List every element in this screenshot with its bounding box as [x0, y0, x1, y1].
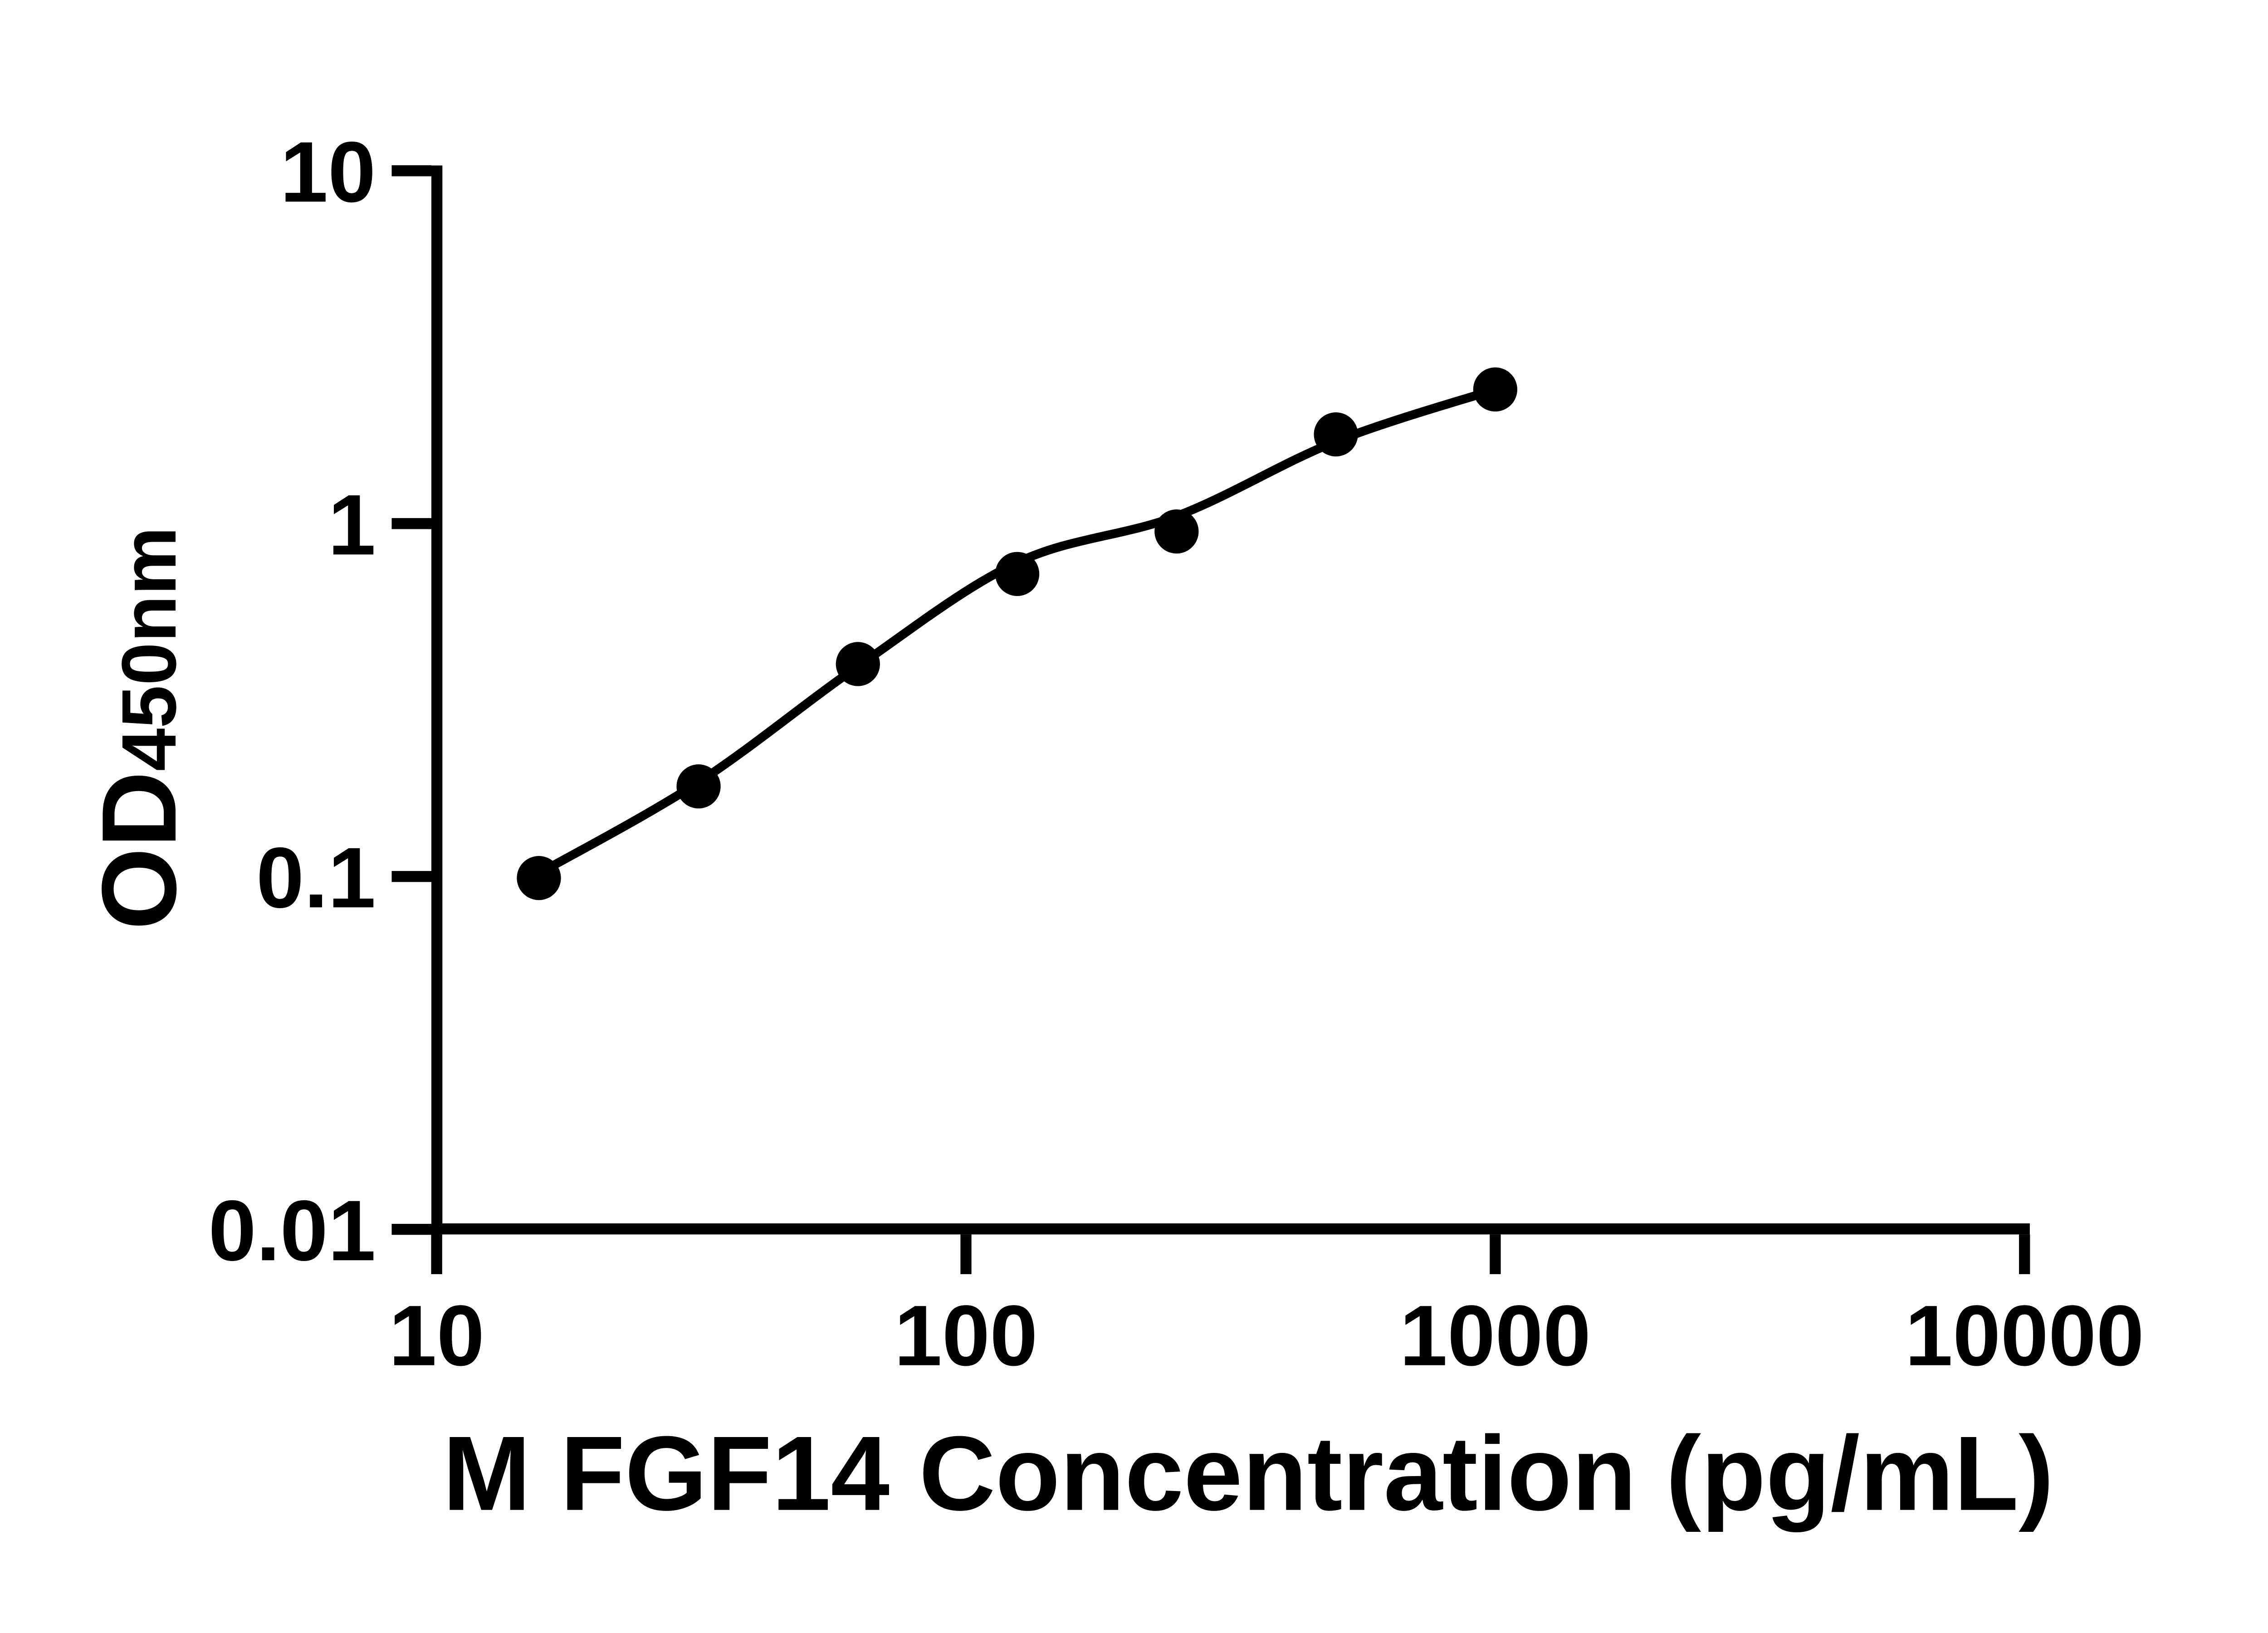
data-point	[676, 764, 721, 809]
y-tick-label: 0.01	[208, 1183, 376, 1279]
x-tick-label: 10000	[1905, 1288, 2144, 1384]
x-axis: 10 100 1000 10000	[389, 1223, 2144, 1384]
y-tick-label: 10	[280, 124, 376, 220]
x-axis-title: M FGF14 Concentration (pg/mL)	[443, 1415, 2054, 1533]
data-point	[1473, 367, 1518, 412]
data-series	[517, 367, 1518, 900]
y-axis: 10 1 0.1 0.01	[208, 124, 443, 1279]
data-point	[1314, 412, 1358, 457]
plot-area: 10 1 0.1 0.01 10 100 1000 10000	[208, 124, 2144, 1384]
data-point	[836, 642, 880, 686]
x-tick-label: 100	[894, 1288, 1037, 1384]
x-tick-label: 1000	[1399, 1288, 1591, 1384]
data-point	[995, 552, 1040, 596]
y-tick-label: 0.1	[256, 830, 376, 926]
y-axis-title-base: OD	[80, 771, 198, 930]
y-tick-label: 1	[328, 477, 376, 573]
x-tick-label: 10	[389, 1288, 484, 1384]
y-axis-title: OD450nm	[80, 527, 198, 930]
y-axis-title-sub: 450nm	[106, 527, 192, 771]
data-point	[1154, 509, 1199, 554]
data-point	[517, 856, 561, 900]
